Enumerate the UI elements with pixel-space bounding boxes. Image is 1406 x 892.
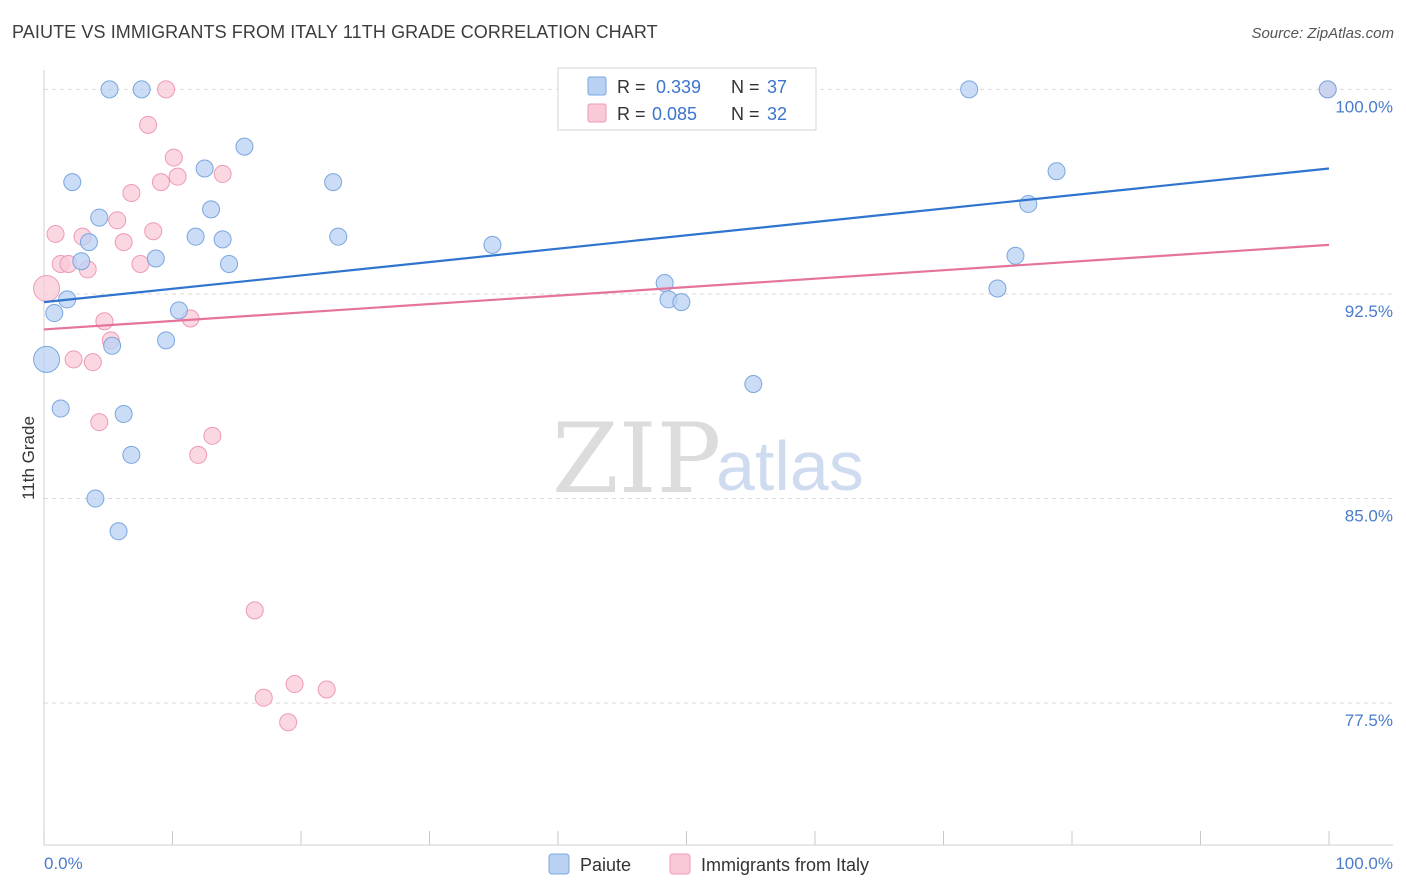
data-point-italy xyxy=(213,164,232,183)
data-point-paiute xyxy=(672,293,691,312)
legend-r-value-paiute: 0.339 xyxy=(656,77,701,97)
data-point-paiute xyxy=(122,445,141,464)
data-point-paiute xyxy=(132,80,151,99)
data-point-italy xyxy=(157,80,176,99)
bottom-legend-italy: Immigrants from Italy xyxy=(701,855,869,875)
data-point-italy xyxy=(151,173,170,192)
trend-line-italy xyxy=(43,243,1330,331)
data-point-paiute xyxy=(186,227,205,246)
legend-n-label-italy: N = xyxy=(731,104,760,124)
data-point-paiute xyxy=(744,374,763,393)
data-point-paiute xyxy=(324,173,343,192)
data-point-italy xyxy=(64,350,83,369)
y-tick-label: 92.5% xyxy=(1345,302,1393,321)
data-point-paiute xyxy=(235,137,254,156)
trend-lines xyxy=(43,167,1330,331)
data-point-paiute xyxy=(146,249,165,268)
data-point-italy xyxy=(168,167,187,186)
data-point-italy xyxy=(285,675,304,694)
stats-legend: R = 0.339 N = 37 R = 0.085 N = 32 xyxy=(557,67,817,131)
data-point-italy xyxy=(83,353,102,372)
data-point-italy xyxy=(245,601,264,620)
axes xyxy=(43,70,1393,846)
y-tick-label: 77.5% xyxy=(1345,711,1393,730)
trend-line-paiute xyxy=(43,167,1330,304)
data-point-paiute xyxy=(45,304,64,323)
data-point-paiute xyxy=(51,399,70,418)
data-point-paiute xyxy=(100,80,119,99)
bottom-legend-paiute: Paiute xyxy=(580,855,631,875)
data-point-italy xyxy=(46,224,65,243)
data-point-italy xyxy=(317,680,336,699)
legend-n-label-paiute: N = xyxy=(731,77,760,97)
data-point-paiute xyxy=(1318,80,1337,99)
x-ticks xyxy=(43,831,1330,845)
data-point-italy xyxy=(203,426,222,445)
y-axis-title: 11th Grade xyxy=(19,416,38,500)
y-tick-labels: 77.5% 85.0% 92.5% 100.0% xyxy=(1335,97,1393,730)
data-point-italy xyxy=(122,184,141,203)
data-point-paiute xyxy=(195,159,214,178)
data-point-paiute xyxy=(79,233,98,252)
data-point-italy xyxy=(131,254,150,273)
legend-n-value-paiute: 37 xyxy=(767,77,787,97)
data-point-italy xyxy=(114,233,133,252)
data-point-italy xyxy=(189,445,208,464)
data-point-paiute xyxy=(960,80,979,99)
data-point-paiute xyxy=(988,279,1007,298)
data-point-paiute xyxy=(114,404,133,423)
x-tick-label-max: 100.0% xyxy=(1335,854,1393,873)
y-tick-label: 100.0% xyxy=(1335,97,1393,116)
watermark-zip: ZIP xyxy=(552,403,721,515)
data-point-paiute xyxy=(1047,162,1066,181)
legend-swatch-italy xyxy=(587,103,607,123)
data-point-italy xyxy=(144,222,163,241)
data-point-italy xyxy=(279,713,298,732)
data-point-paiute xyxy=(157,331,176,350)
x-tick-label-min: 0.0% xyxy=(44,854,83,873)
legend-n-value-italy: 32 xyxy=(767,104,787,124)
data-point-paiute xyxy=(329,227,348,246)
data-point-italy xyxy=(139,115,158,134)
data-point-italy xyxy=(95,312,114,331)
data-point-paiute xyxy=(1019,194,1038,213)
legend-r-value-italy: 0.085 xyxy=(652,104,697,124)
legend-r-label-paiute: R = xyxy=(617,77,646,97)
data-point-paiute xyxy=(220,254,239,273)
bottom-legend: Paiute Immigrants from Italy xyxy=(548,853,869,875)
data-point-paiute xyxy=(63,173,82,192)
data-point-paiute xyxy=(202,200,221,219)
data-point-italy xyxy=(164,148,183,167)
data-point-paiute xyxy=(169,301,188,320)
bottom-legend-swatch-paiute xyxy=(548,853,570,875)
source-credit: Source: ZipAtlas.com xyxy=(1251,25,1394,42)
data-point-paiute xyxy=(109,522,128,541)
data-point-paiute xyxy=(72,252,91,271)
data-point-italy xyxy=(254,688,273,707)
watermark-atlas: atlas xyxy=(716,427,864,505)
data-point-paiute xyxy=(103,336,122,355)
bottom-legend-swatch-italy xyxy=(669,853,691,875)
data-point-paiute xyxy=(86,489,105,508)
legend-r-label-italy: R = xyxy=(617,104,646,124)
data-point-italy xyxy=(108,211,127,230)
data-point-italy xyxy=(90,413,109,432)
chart-title: PAIUTE VS IMMIGRANTS FROM ITALY 11TH GRA… xyxy=(12,22,658,42)
data-point-paiute xyxy=(1006,246,1025,265)
data-point-paiute xyxy=(483,235,502,254)
data-point-paiute xyxy=(33,345,61,373)
data-point-paiute xyxy=(213,230,232,249)
legend-swatch-paiute xyxy=(587,76,607,96)
data-point-paiute xyxy=(90,208,109,227)
data-point-italy xyxy=(33,275,61,303)
y-tick-label: 85.0% xyxy=(1345,507,1393,526)
